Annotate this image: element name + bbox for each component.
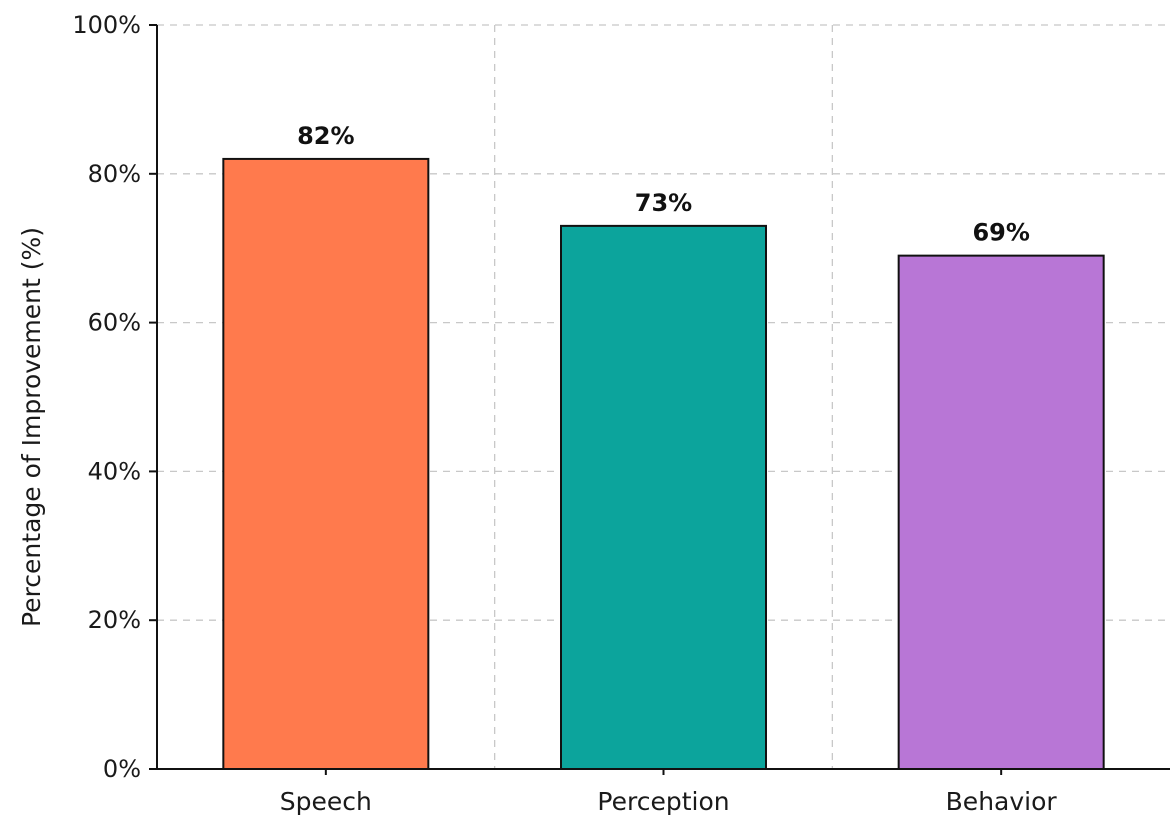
- data-label-speech: 82%: [297, 122, 354, 150]
- bars: [222, 157, 1105, 771]
- x-tick-labels: Speech Perception Behavior: [280, 769, 1058, 816]
- y-tick-label: 60%: [88, 309, 141, 337]
- bar-behavior: [897, 254, 1105, 770]
- data-label-behavior: 69%: [972, 219, 1029, 247]
- x-tick-label-behavior: Behavior: [946, 787, 1058, 816]
- y-tick-label: 40%: [88, 457, 141, 485]
- bar-perception: [560, 224, 767, 770]
- x-tick-label-perception: Perception: [597, 787, 729, 816]
- data-labels: 82% 73% 69%: [297, 122, 1030, 247]
- x-tick-label-speech: Speech: [280, 787, 372, 816]
- y-tick-label: 0%: [103, 755, 141, 783]
- grid-lines: [157, 24, 1170, 769]
- axes: [149, 25, 1170, 770]
- y-tick-label: 100%: [72, 11, 141, 39]
- y-tick-labels: 0% 20% 40% 60% 80% 100%: [72, 11, 157, 783]
- y-tick-label: 20%: [88, 606, 141, 634]
- data-label-perception: 73%: [635, 189, 692, 217]
- bar-speech: [222, 157, 430, 771]
- y-axis-title: Percentage of Improvement (%): [17, 227, 46, 627]
- y-tick-label: 80%: [88, 160, 141, 188]
